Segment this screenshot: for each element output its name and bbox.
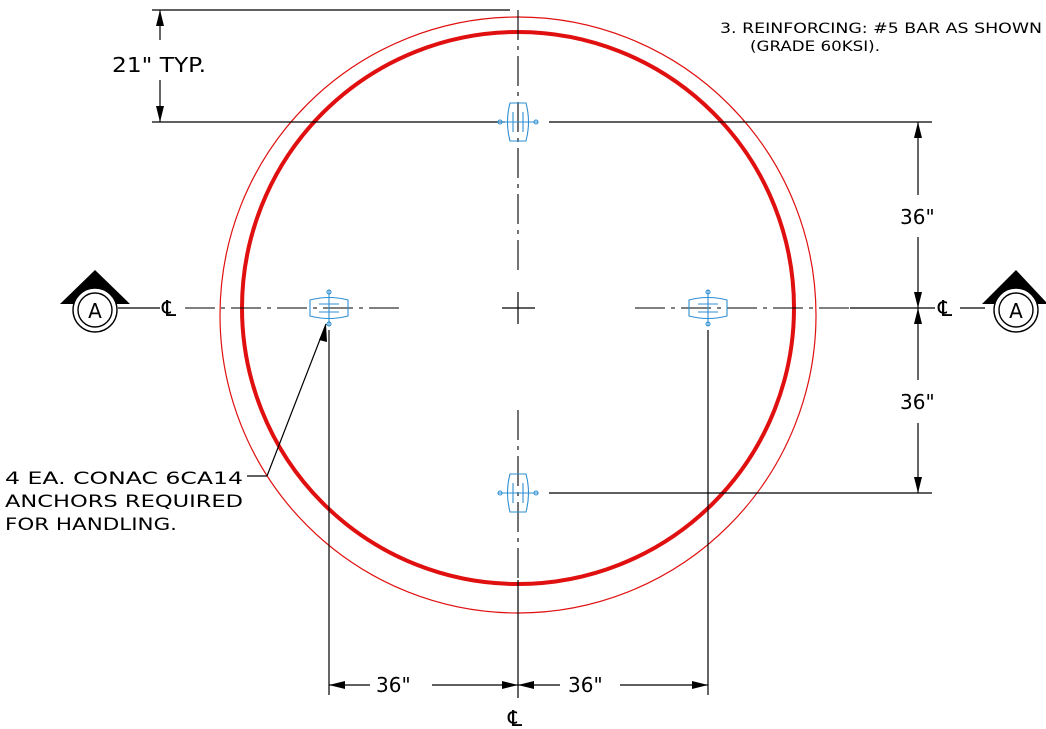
section-mark-left — [60, 270, 130, 333]
anchor-callout-line3: FOR HANDLING. — [5, 515, 177, 535]
note-reinforcing-line2: (GRADE 60KSI). — [750, 39, 880, 55]
anchor-callout-line2: ANCHORS REQUIRED — [5, 492, 243, 512]
anchor-callout-line1: 4 EA. CONAC 6CA14 — [5, 469, 243, 489]
bottom-dimension-left-label: 36" — [376, 673, 411, 697]
right-dimension-lower-label: 36" — [900, 390, 935, 414]
top-dimension — [152, 9, 932, 123]
bottom-dimension — [328, 330, 709, 695]
bottom-dimension-right-label: 36" — [568, 673, 603, 697]
section-mark-right-label: A — [1009, 299, 1023, 323]
centerline-symbol-right: ℄ — [937, 297, 953, 322]
centerline-symbol-bottom: ℄ — [507, 707, 523, 729]
center-mark — [502, 292, 535, 324]
anchor-leader — [247, 323, 327, 477]
anchor-bottom — [497, 473, 539, 513]
anchor-right — [688, 289, 728, 327]
centerline-symbol-left: ℄ — [161, 297, 177, 322]
right-dimension-upper-label: 36" — [900, 205, 935, 229]
anchor-top — [497, 102, 539, 142]
note-reinforcing-line1: 3. REINFORCING: #5 BAR AS SHOWN — [720, 21, 1042, 37]
top-dimension-label: 21" TYP. — [112, 53, 206, 77]
right-dimension — [549, 122, 932, 494]
anchor-left — [309, 289, 349, 327]
section-mark-right — [982, 270, 1046, 333]
section-mark-left-label: A — [88, 299, 102, 323]
